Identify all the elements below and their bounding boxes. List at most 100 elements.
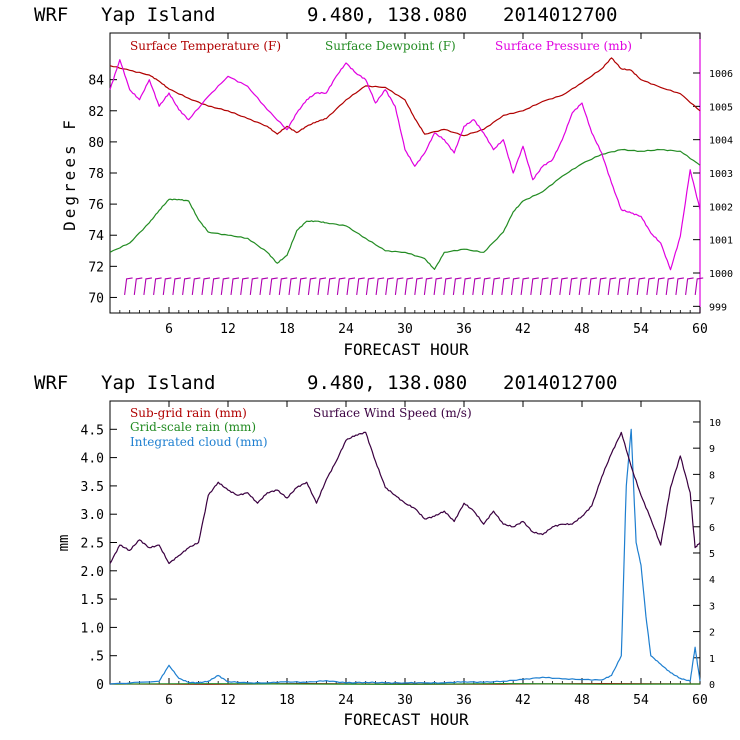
- wind-barb: [211, 277, 220, 295]
- panel2-x-tick-label: 24: [338, 693, 354, 708]
- panel1-x-tick-label: 48: [574, 322, 590, 337]
- panel2-y2-tick-label: 8: [709, 470, 715, 481]
- panel1-y2-tick-label: 999: [709, 302, 727, 313]
- wind-barb: [356, 277, 365, 295]
- wind-barb: [385, 277, 394, 295]
- panel2-y-tick-label: 1.0: [81, 621, 104, 636]
- panel2-y-tick-label: 3.5: [81, 480, 104, 495]
- wind-barb: [124, 277, 133, 295]
- panel2-y2-tick-label: 6: [709, 523, 715, 534]
- panel2-y2-tick-label: 1: [709, 654, 715, 665]
- panel2-x-tick-label: 60: [692, 693, 708, 708]
- panel2-y-tick-label: .5: [88, 650, 104, 665]
- panel1-x-tick-label: 60: [692, 322, 708, 337]
- wind-barb: [588, 277, 597, 295]
- wind-barb: [597, 277, 607, 295]
- wind-barb: [656, 277, 665, 295]
- panel2-y2-tick-label: 2: [709, 628, 715, 639]
- wind-barb: [133, 277, 143, 295]
- wind-barb: [288, 277, 298, 295]
- wind-barb: [259, 277, 269, 295]
- panel1-y2-tick-label: 1000: [709, 269, 733, 280]
- panel1-x-tick-label: 30: [397, 322, 413, 337]
- wind-barb: [307, 277, 317, 295]
- wind-barb: [375, 277, 385, 295]
- wind-barb: [404, 277, 414, 295]
- panel1-series-surface-dewpoint: [109, 148, 701, 270]
- panel2-x-tick-label: 30: [397, 693, 413, 708]
- wind-barb: [298, 277, 307, 295]
- wind-barb: [539, 277, 549, 295]
- panel2-y-axis-label: mm: [56, 535, 72, 552]
- panel2-y-tick-label: 1.5: [81, 593, 104, 608]
- wind-barb: [182, 277, 191, 295]
- wind-barb: [568, 277, 578, 295]
- wind-barb: [414, 277, 423, 295]
- panel2-x-tick-label: 54: [633, 693, 649, 708]
- panel2-y2-tick-label: 3: [709, 601, 715, 612]
- panel1-y-tick-label: 84: [88, 74, 104, 89]
- wind-barb: [626, 277, 636, 295]
- wind-barb: [172, 277, 181, 295]
- wind-barb: [230, 277, 240, 295]
- wind-barb: [578, 277, 588, 295]
- wind-barb: [617, 277, 626, 295]
- wind-barb: [201, 277, 211, 295]
- panel1-series-surface-pressure: [109, 59, 701, 271]
- wind-barb: [675, 277, 684, 295]
- wind-barb: [423, 277, 433, 295]
- wind-barb: [452, 277, 462, 295]
- panel2-y2-tick-label: 9: [709, 444, 715, 455]
- wind-barb: [249, 277, 259, 295]
- wind-barb: [191, 277, 201, 295]
- wind-barb: [481, 277, 491, 295]
- panel1-init-label: 2014012700: [503, 4, 617, 26]
- wind-barb: [607, 277, 617, 295]
- panel2-x-tick-label: 36: [456, 693, 472, 708]
- wind-barb: [327, 277, 336, 295]
- panel1-y2-tick-label: 1004: [709, 136, 733, 147]
- panel1-coords-label: 9.480, 138.080: [307, 4, 467, 26]
- wind-barb: [530, 277, 539, 295]
- panel2-y2-tick-label: 0: [709, 680, 715, 691]
- panel1-series-lines: [109, 57, 701, 271]
- wind-barb: [646, 277, 655, 295]
- panel1-x-tick-label: 36: [456, 322, 472, 337]
- panel1-x-tick-label: 6: [165, 322, 173, 337]
- panel1-plot-frame: [109, 32, 701, 314]
- legend-surface-wind-speed: Surface Wind Speed (m/s): [313, 406, 472, 420]
- wind-barb: [162, 277, 172, 295]
- panel1-x-tick-label: 12: [220, 322, 236, 337]
- wind-barb: [240, 277, 249, 295]
- panel1-y-tick-label: 70: [88, 291, 104, 306]
- panel2-series-grid-scale-rain: [109, 683, 701, 685]
- panel2-y-tick-label: 4.0: [81, 452, 104, 467]
- panel1-y-tick-label: 76: [88, 198, 104, 213]
- panel2-y-tick-label: 2.0: [81, 565, 104, 580]
- panel2-coords-label: 9.480, 138.080: [307, 372, 467, 394]
- panel2-y-tick-label: 0: [96, 678, 104, 693]
- wind-barb: [346, 277, 356, 295]
- panel2-y-tick-label: 3.0: [81, 508, 104, 523]
- legend-subgrid-rain: Sub-grid rain (mm): [130, 406, 247, 420]
- wind-barb: [685, 277, 694, 295]
- panel1-y2-tick-label: 1002: [709, 202, 733, 213]
- panel2-series-lines: [109, 428, 701, 685]
- wind-barb: [443, 277, 452, 295]
- wind-barb: [510, 277, 520, 295]
- wind-barb: [665, 277, 675, 295]
- panel1-y-tick-label: 74: [88, 229, 104, 244]
- wind-barb: [433, 277, 443, 295]
- panel2-y2-tick-label: 5: [709, 549, 715, 560]
- panel2-model-label: WRF: [34, 372, 68, 394]
- wind-barb: [636, 277, 646, 295]
- legend-surface-pressure: Surface Pressure (mb): [495, 39, 632, 53]
- panel2-y2-tick-label: 10: [709, 418, 721, 429]
- wind-barb: [462, 277, 472, 295]
- panel1-x-tick-label: 24: [338, 322, 354, 337]
- panel1-y2-tick-label: 1005: [709, 102, 733, 113]
- panel1-wind-barbs: [124, 277, 704, 295]
- panel2-series-surface-wind-speed: [109, 431, 701, 565]
- panel2-location-label: Yap Island: [101, 372, 215, 394]
